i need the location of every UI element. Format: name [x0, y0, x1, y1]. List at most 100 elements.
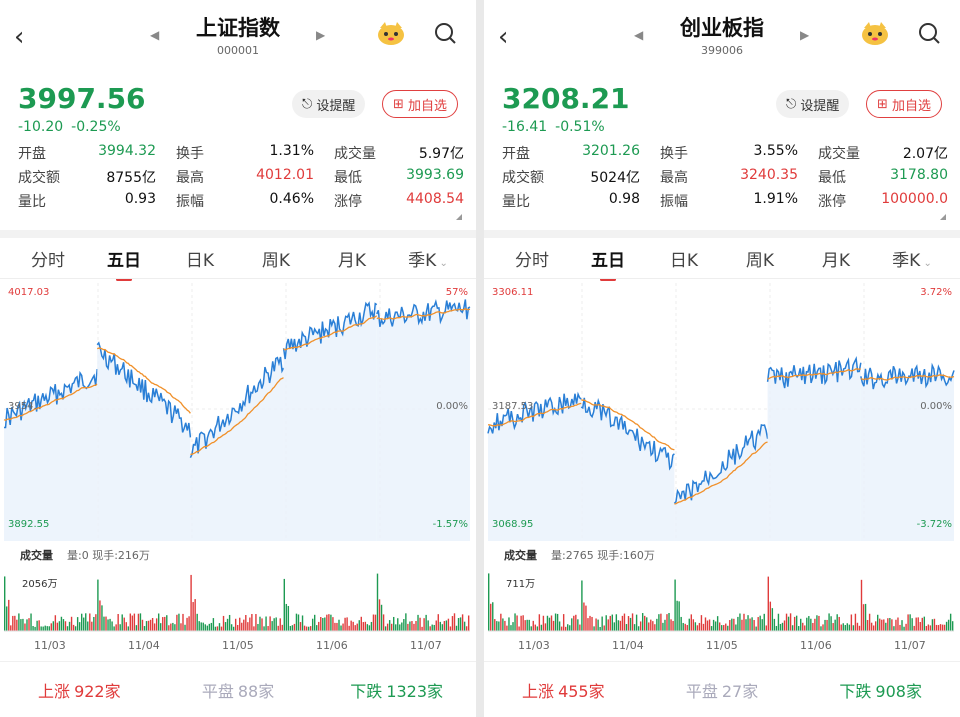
prev-triangle-left-icon[interactable]: ◀ — [634, 28, 644, 42]
volume-bar — [775, 625, 778, 631]
back-chevron-left-icon[interactable]: ‹ — [498, 22, 509, 52]
index-code: 399006 — [701, 44, 743, 57]
stat-cell: 量比 0.98 — [502, 191, 660, 211]
date-label: 11/07 — [410, 639, 442, 652]
date-label: 11/03 — [34, 639, 66, 652]
volume-bar — [569, 625, 571, 631]
stat-key: 成交额 — [18, 170, 60, 186]
volume-bar — [838, 616, 840, 631]
volume-bar — [245, 615, 247, 631]
volume-bar — [652, 621, 654, 631]
volume-bar — [627, 616, 630, 631]
prev-triangle-left-icon[interactable]: ◀ — [150, 28, 160, 42]
volume-bar — [139, 613, 142, 631]
volume-bar — [761, 619, 763, 631]
volume-header: 成交量 量:0 现手:216万 — [20, 547, 150, 563]
volume-bar — [644, 615, 646, 631]
volume-bar — [54, 615, 57, 631]
volume-bar — [18, 613, 20, 631]
volume-bar — [911, 618, 913, 631]
next-triangle-right-icon[interactable]: ▶ — [800, 28, 810, 42]
volume-bar — [113, 626, 115, 631]
top-bar: ‹ ◀ 上证指数 000001 ▶ — [0, 0, 476, 70]
tab-daily-k[interactable]: 日K — [185, 250, 215, 271]
average-line — [190, 377, 284, 455]
volume-bar — [232, 626, 235, 631]
volume-bar — [160, 623, 162, 631]
volume-bar — [931, 619, 934, 631]
search-icon[interactable] — [434, 22, 456, 44]
volume-bar — [879, 618, 881, 631]
volume-bar — [340, 625, 342, 631]
expand-corner-icon[interactable] — [456, 214, 462, 220]
expand-corner-icon[interactable] — [940, 214, 946, 220]
tab-daily-k[interactable]: 日K — [669, 250, 699, 271]
volume-bar — [309, 626, 312, 631]
volume-bar — [492, 602, 494, 631]
volume-bar — [307, 626, 310, 631]
volume-bar — [532, 620, 534, 631]
add-watchlist-button[interactable]: ⊞ 加自选 — [866, 90, 943, 118]
volume-bar — [690, 614, 693, 631]
volume-bar — [567, 624, 569, 631]
volume-bar — [907, 614, 909, 631]
volume-bar — [674, 579, 676, 631]
volume-bar — [439, 621, 442, 631]
stat-value: 3201.26 — [582, 143, 640, 159]
volume-bar — [429, 626, 431, 631]
volume-bar — [743, 613, 745, 631]
stats-grid: 开盘 3201.26 换手 3.55% 成交量 2.07亿 成交额 5024亿 最高 32… — [502, 143, 948, 211]
tab-weekly-k[interactable]: 周K — [745, 250, 775, 271]
tab-five-day[interactable]: 五日 — [86, 246, 162, 281]
stat-key: 量比 — [18, 194, 46, 210]
stat-key: 换手 — [176, 146, 204, 162]
five-day-chart[interactable]: 4017.03 3954. 3892.55 57% 0.00% -1.57% 成… — [0, 278, 476, 652]
stat-cell: 最高 4012.01 — [176, 167, 334, 187]
volume-bar — [220, 626, 223, 631]
volume-bar — [22, 618, 24, 631]
volume-bar — [490, 603, 492, 631]
y-mid-label: 3954. — [8, 401, 37, 412]
tab-quarterly-k[interactable]: 季K ⌄ — [408, 250, 448, 271]
tab-weekly-k[interactable]: 周K — [261, 250, 291, 271]
tab-monthly-k[interactable]: 月K — [337, 250, 367, 271]
volume-bar — [518, 626, 520, 631]
add-watchlist-button[interactable]: ⊞ 加自选 — [382, 90, 459, 118]
mascot-icon[interactable] — [376, 20, 406, 46]
stat-key: 最低 — [818, 170, 846, 186]
mascot-icon[interactable] — [860, 20, 890, 46]
volume-bar — [723, 625, 725, 631]
volume-bar — [247, 622, 249, 631]
volume-bar — [601, 616, 603, 631]
volume-bar — [364, 621, 367, 631]
tab-intraday[interactable]: 分时 — [515, 250, 549, 271]
volume-bar — [378, 599, 381, 631]
tab-intraday[interactable]: 分时 — [31, 250, 65, 271]
volume-max-label: 711万 — [506, 579, 536, 590]
price-area — [767, 358, 861, 541]
set-alert-button[interactable]: ⎋ 设提醒 — [292, 90, 366, 118]
price-line — [766, 356, 862, 389]
volume-bar — [463, 621, 466, 631]
volume-bar — [397, 618, 399, 631]
volume-bar — [635, 614, 638, 631]
five-day-chart[interactable]: 3306.11 3187.53 3068.95 3.72% 0.00% -3.7… — [484, 278, 960, 652]
volume-bar — [28, 618, 30, 631]
set-alert-button[interactable]: ⎋ 设提醒 — [776, 90, 850, 118]
back-chevron-left-icon[interactable]: ‹ — [14, 22, 25, 52]
tab-quarterly-k[interactable]: 季K ⌄ — [892, 250, 932, 271]
volume-bar — [237, 624, 239, 631]
volume-bar — [269, 616, 271, 631]
tab-five-day[interactable]: 五日 — [570, 246, 646, 281]
price-area — [860, 365, 954, 541]
volume-bar — [585, 605, 587, 631]
next-triangle-right-icon[interactable]: ▶ — [316, 28, 326, 42]
tab-monthly-k[interactable]: 月K — [821, 250, 851, 271]
flat-label: 平盘 — [201, 681, 234, 701]
volume-bar — [395, 624, 397, 631]
volume-bar — [425, 614, 427, 631]
down-value: 908家 — [875, 681, 922, 701]
search-icon[interactable] — [918, 22, 940, 44]
volume-bar — [656, 618, 658, 631]
change-pct: -0.25% — [71, 119, 121, 135]
